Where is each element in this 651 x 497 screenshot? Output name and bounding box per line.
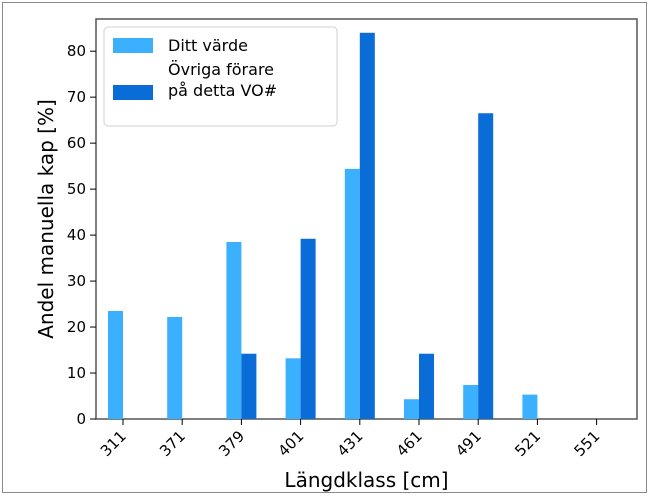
x-axis-title: Längdklass [cm]	[284, 468, 448, 492]
bar	[285, 358, 301, 419]
y-axis-title: Andel manuella kap [%]	[34, 99, 58, 339]
x-tick-label: 371	[156, 427, 189, 460]
legend-swatch	[113, 85, 153, 100]
bar	[241, 353, 257, 419]
legend-swatch	[113, 38, 153, 53]
legend-box	[103, 26, 338, 127]
chart-frame	[2, 2, 647, 493]
x-tick-label: 311	[97, 427, 130, 460]
x-tick-label: 461	[393, 427, 426, 460]
legend: Ditt värde Övriga förare på detta VO#	[103, 26, 338, 127]
bar	[108, 310, 123, 419]
bar	[167, 316, 183, 419]
y-tick-label: 70	[67, 88, 86, 106]
x-tick-label: 401	[274, 427, 307, 460]
x-tick-label: 491	[452, 427, 485, 460]
y-tick-label: 50	[67, 180, 86, 198]
x-axis: 311 371 379 401 431 461 491 521 551	[97, 419, 603, 460]
legend-label: på detta VO#	[168, 81, 277, 100]
legend-label: Ditt värde	[168, 36, 248, 55]
y-tick-label: 0	[76, 410, 86, 428]
x-tick-label: 551	[570, 427, 603, 460]
y-tick-label: 20	[67, 318, 86, 336]
y-tick-label: 40	[67, 226, 86, 244]
bar	[478, 113, 494, 420]
y-tick-label: 60	[67, 134, 86, 152]
series-2	[241, 32, 494, 420]
bar	[522, 394, 538, 419]
x-tick-label: 521	[511, 427, 544, 460]
y-tick-label: 30	[67, 272, 86, 290]
bar	[404, 399, 419, 419]
bars	[108, 32, 538, 420]
y-axis: 0 10 20 30 40 50 60 70 80	[67, 42, 96, 428]
bar	[344, 168, 360, 419]
bar	[359, 32, 375, 420]
x-tick-label: 379	[215, 427, 248, 460]
y-tick-label: 10	[67, 364, 86, 382]
bar	[419, 353, 434, 419]
x-tick-label: 431	[334, 427, 367, 460]
bar	[463, 384, 479, 419]
bar	[300, 238, 316, 419]
y-tick-label: 80	[67, 42, 86, 60]
series-1	[108, 168, 538, 419]
legend-label: Övriga förare	[168, 60, 274, 79]
bar	[226, 241, 242, 419]
